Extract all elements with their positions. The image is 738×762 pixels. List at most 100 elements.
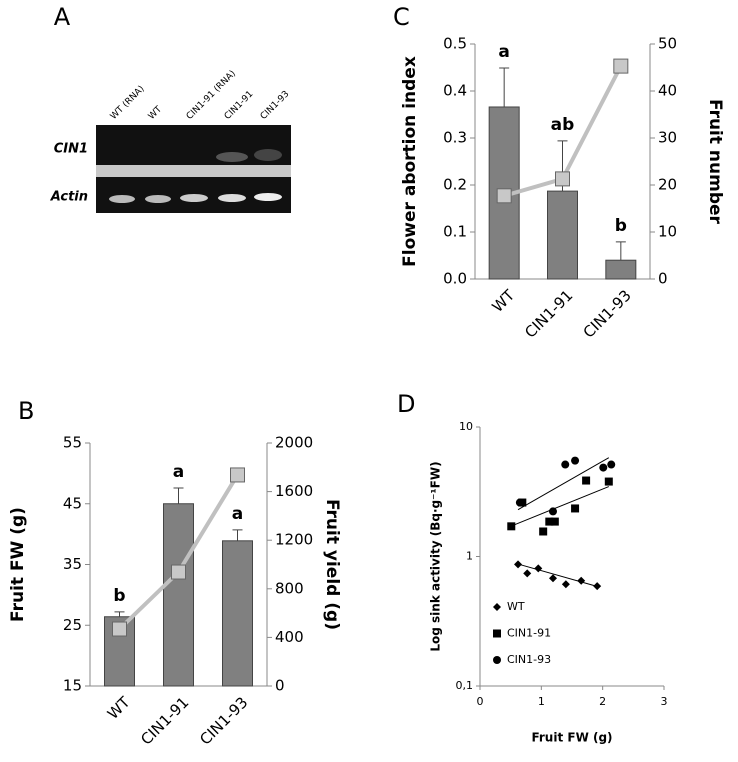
y2-tick-label: 1600 <box>275 482 313 500</box>
panel-label: B <box>18 397 34 425</box>
x-tick-label: 3 <box>661 695 668 708</box>
lane-label: CIN1-93 <box>259 89 292 122</box>
point <box>571 456 580 465</box>
point <box>550 517 559 526</box>
significance-letter: a <box>498 42 509 62</box>
y-tick-label: 0.2 <box>443 176 467 194</box>
y-tick-label: 0.5 <box>443 35 467 53</box>
significance-letter: a <box>232 504 243 524</box>
y-tick-label: 0.3 <box>443 129 467 147</box>
line-marker <box>230 467 245 483</box>
y2-axis-title: Fruit number <box>705 99 725 225</box>
y-tick-label: 25 <box>63 616 82 634</box>
bar <box>605 259 637 280</box>
y2-tick-label: 30 <box>658 129 677 147</box>
y-axis-title: Flower abortion index <box>400 56 420 267</box>
error-bar <box>499 67 510 107</box>
y2-tick-label: 0 <box>275 677 285 695</box>
x-tick-label: CIN1-91 <box>521 286 576 341</box>
bar <box>222 540 253 687</box>
legend-marker <box>493 656 501 664</box>
row-label: CIN1 <box>54 142 88 157</box>
point <box>507 522 516 531</box>
error-bar <box>114 611 125 617</box>
panel-label: D <box>397 390 415 418</box>
error-bar <box>615 241 626 261</box>
y-tick-label: 0.4 <box>443 82 467 100</box>
y2-tick-label: 10 <box>658 223 677 241</box>
point <box>561 580 570 589</box>
significance-letter: ab <box>551 115 575 135</box>
y-axis-title: Log sink activity (Bq·g⁻¹FW) <box>429 461 443 651</box>
gel-band <box>254 193 282 201</box>
y2-tick-label: 0 <box>658 270 668 288</box>
legend-label: WT <box>507 600 525 613</box>
y2-axis-title: Fruit yield (g) <box>322 499 342 630</box>
point <box>561 460 570 469</box>
bar <box>547 190 578 280</box>
x-tick-label: WT <box>104 693 134 723</box>
x-axis-title: Fruit FW (g) <box>531 731 612 745</box>
point <box>523 569 532 578</box>
panel-a: A CIN1 Actin WT (RNA) WT CIN1-91 (RNA)CIN1… <box>50 3 292 213</box>
bar <box>163 503 194 687</box>
point <box>599 463 608 472</box>
gel-band <box>216 152 248 162</box>
y2-tick-label: 2000 <box>275 434 313 452</box>
point <box>582 476 591 485</box>
x-tick-label: CIN1-93 <box>580 286 635 341</box>
point <box>545 517 554 526</box>
line-marker <box>112 621 127 637</box>
line-marker <box>613 58 629 74</box>
point <box>548 574 557 583</box>
x-tick-label: WT <box>488 286 518 316</box>
significance-letter: b <box>113 586 125 606</box>
y2-tick-label: 50 <box>658 35 677 53</box>
legend-label: CIN1-93 <box>507 653 551 666</box>
y-tick-label: 15 <box>63 677 82 695</box>
panel-label: A <box>54 3 71 31</box>
legend-label: CIN1-91 <box>507 627 551 640</box>
point <box>514 560 523 569</box>
legend-marker <box>493 603 501 611</box>
point <box>534 564 543 573</box>
y-tick-label: 10 <box>459 420 473 433</box>
x-tick-label: 2 <box>599 695 606 708</box>
x-tick-label: 0 <box>477 695 484 708</box>
point <box>548 507 557 516</box>
y-axis-title: Fruit FW (g) <box>8 507 28 622</box>
row-label: Actin <box>50 190 88 205</box>
y-tick-label: 35 <box>63 555 82 573</box>
error-bar <box>232 529 243 541</box>
y-tick-label: 0.1 <box>443 223 467 241</box>
lane-label: WT (RNA) <box>109 84 147 122</box>
significance-letter: b <box>615 216 627 236</box>
y2-tick-label: 400 <box>275 628 304 646</box>
x-tick-label: CIN1-91 <box>137 693 192 748</box>
point <box>577 576 586 585</box>
y-tick-label: 1 <box>466 550 473 563</box>
y-tick-label: 0.0 <box>443 270 467 288</box>
y2-tick-label: 800 <box>275 579 304 597</box>
y2-tick-label: 1200 <box>275 531 313 549</box>
y2-tick-label: 20 <box>658 176 677 194</box>
line-marker <box>496 188 512 204</box>
line-marker <box>555 171 570 187</box>
error-bar <box>173 487 184 504</box>
gel-band <box>254 149 282 161</box>
point <box>593 582 602 591</box>
trendline <box>517 457 610 511</box>
point <box>607 460 616 469</box>
gel-band <box>145 195 171 203</box>
lane-label: WT <box>147 104 165 122</box>
y-tick-label: 0,1 <box>456 679 474 692</box>
gel-band <box>180 194 208 202</box>
point <box>604 477 613 486</box>
point <box>515 498 524 507</box>
point <box>571 504 580 513</box>
significance-letter: a <box>173 462 184 482</box>
gel-band <box>218 194 246 202</box>
lane-labels: WT (RNA) WT CIN1-91 (RNA)CIN1-91 CIN1-93 <box>109 69 292 122</box>
gel-band <box>109 195 135 203</box>
